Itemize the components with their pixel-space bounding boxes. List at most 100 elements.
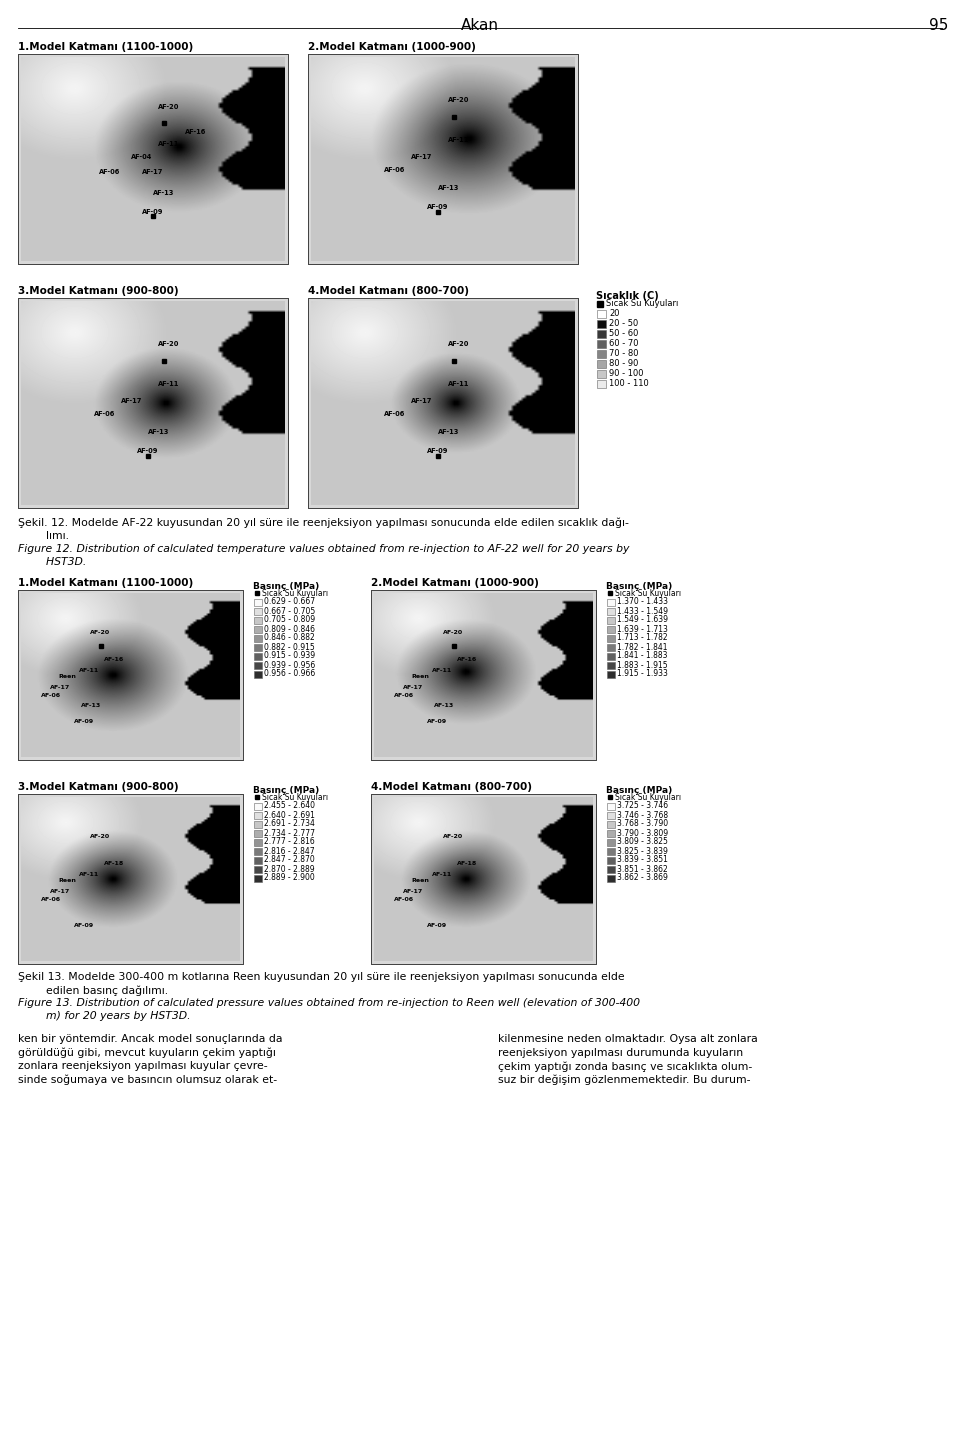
Text: AF-13: AF-13 (434, 704, 454, 708)
Text: 3.851 - 3.862: 3.851 - 3.862 (617, 864, 668, 873)
Text: AF-13: AF-13 (153, 190, 175, 195)
Text: AF-17: AF-17 (411, 398, 432, 404)
Text: 0.629 - 0.667: 0.629 - 0.667 (264, 597, 315, 606)
Text: m) for 20 years by HST3D.: m) for 20 years by HST3D. (18, 1011, 191, 1021)
Text: Basınç (MPa): Basınç (MPa) (606, 582, 672, 592)
Bar (607, 635, 615, 642)
Bar (607, 607, 615, 615)
Text: 20: 20 (609, 310, 619, 319)
Text: AF-17: AF-17 (402, 889, 422, 893)
Text: AF-11: AF-11 (158, 381, 180, 388)
Text: edilen basınç dağılımı.: edilen basınç dağılımı. (18, 985, 168, 995)
Bar (607, 662, 615, 669)
Text: 2.777 - 2.816: 2.777 - 2.816 (264, 837, 315, 846)
Bar (597, 320, 606, 327)
Text: 0.882 - 0.915: 0.882 - 0.915 (264, 642, 315, 652)
Bar (597, 340, 606, 348)
Text: AF-06: AF-06 (40, 898, 60, 902)
Text: 2.Model Katmanı (1000-900): 2.Model Katmanı (1000-900) (308, 42, 476, 52)
Text: 1.370 - 1.433: 1.370 - 1.433 (617, 597, 668, 606)
Text: 2.870 - 2.889: 2.870 - 2.889 (264, 864, 315, 873)
Text: Figure 13. Distribution of calculated pressure values obtained from re-injection: Figure 13. Distribution of calculated pr… (18, 998, 640, 1008)
Text: AF-17: AF-17 (50, 685, 70, 689)
Bar (371, 590, 596, 760)
Text: Sıcak Su Kuyuları: Sıcak Su Kuyuları (262, 793, 328, 801)
Text: 4.Model Katmanı (800-700): 4.Model Katmanı (800-700) (308, 286, 469, 296)
Text: AF-16: AF-16 (457, 658, 477, 662)
Bar (254, 811, 262, 819)
Bar (597, 360, 606, 368)
Text: 60 - 70: 60 - 70 (609, 339, 638, 349)
Text: 0.809 - 0.846: 0.809 - 0.846 (264, 625, 315, 633)
Bar (607, 626, 615, 632)
Text: 0.956 - 0.966: 0.956 - 0.966 (264, 669, 315, 678)
Text: 2.816 - 2.847: 2.816 - 2.847 (264, 846, 315, 856)
Text: AF-09: AF-09 (427, 922, 447, 928)
Bar (597, 330, 606, 337)
Bar (254, 671, 262, 678)
Bar (607, 671, 615, 678)
Bar (18, 299, 288, 508)
Bar (254, 616, 262, 623)
Text: AF-09: AF-09 (137, 448, 158, 454)
Text: 2.640 - 2.691: 2.640 - 2.691 (264, 810, 315, 820)
Text: 3.862 - 3.869: 3.862 - 3.869 (617, 873, 668, 883)
Text: 0.667 - 0.705: 0.667 - 0.705 (264, 606, 315, 616)
Bar (308, 55, 578, 264)
Bar (607, 820, 615, 827)
Text: 2.889 - 2.900: 2.889 - 2.900 (264, 873, 315, 883)
Text: AF-20: AF-20 (158, 342, 180, 348)
Bar (254, 607, 262, 615)
Text: AF-20: AF-20 (443, 630, 463, 635)
Text: AF-11: AF-11 (448, 381, 469, 388)
Bar (254, 866, 262, 873)
Bar (371, 590, 596, 760)
Text: Basınç (MPa): Basınç (MPa) (606, 785, 672, 796)
Text: HST3D.: HST3D. (18, 557, 86, 567)
Text: Figure 12. Distribution of calculated temperature values obtained from re-inject: Figure 12. Distribution of calculated te… (18, 544, 630, 554)
Text: AF-17: AF-17 (411, 154, 432, 159)
Text: AF-13: AF-13 (81, 704, 101, 708)
Bar (18, 794, 243, 964)
Text: 3.839 - 3.851: 3.839 - 3.851 (617, 856, 668, 864)
Bar (607, 839, 615, 846)
Text: Reen: Reen (412, 675, 429, 679)
Text: 1.713 - 1.782: 1.713 - 1.782 (617, 633, 667, 642)
Text: Sıcak Su Kuyuları: Sıcak Su Kuyuları (615, 589, 682, 597)
Bar (254, 652, 262, 659)
Text: 0.915 - 0.939: 0.915 - 0.939 (264, 652, 315, 661)
Text: 2.691 - 2.734: 2.691 - 2.734 (264, 820, 315, 829)
Text: 3.825 - 3.839: 3.825 - 3.839 (617, 846, 668, 856)
Bar (254, 635, 262, 642)
Text: 20 - 50: 20 - 50 (609, 319, 638, 329)
Bar (607, 866, 615, 873)
Text: 3.725 - 3.746: 3.725 - 3.746 (617, 801, 668, 810)
Text: Akan: Akan (461, 19, 499, 33)
Text: AF-11: AF-11 (432, 668, 452, 672)
Text: AF-20: AF-20 (448, 98, 469, 103)
Bar (18, 794, 243, 964)
Text: 1.782 - 1.841: 1.782 - 1.841 (617, 642, 667, 652)
Text: görüldüğü gibi, mevcut kuyuların çekim yaptığı: görüldüğü gibi, mevcut kuyuların çekim y… (18, 1047, 276, 1058)
Text: 95: 95 (928, 19, 948, 33)
Text: reenjeksiyon yapılması durumunda kuyuların: reenjeksiyon yapılması durumunda kuyular… (498, 1047, 743, 1057)
Bar (607, 616, 615, 623)
Text: 4.Model Katmanı (800-700): 4.Model Katmanı (800-700) (371, 783, 532, 793)
Text: 90 - 100: 90 - 100 (609, 369, 643, 379)
Text: Sıcaklık (C): Sıcaklık (C) (596, 292, 659, 302)
Bar (597, 350, 606, 358)
Bar (607, 811, 615, 819)
Text: Reen: Reen (412, 879, 429, 883)
Text: AF-20: AF-20 (90, 834, 110, 839)
Text: Sıcak Su Kuyuları: Sıcak Su Kuyuları (262, 589, 328, 597)
Bar (254, 599, 262, 606)
Text: Reen: Reen (59, 879, 77, 883)
Text: 1.883 - 1.915: 1.883 - 1.915 (617, 661, 667, 669)
Bar (254, 839, 262, 846)
Text: AF-04: AF-04 (132, 154, 153, 159)
Text: Sıcak Su Kuyuları: Sıcak Su Kuyuları (615, 793, 682, 801)
Text: sinde soğumaya ve basıncın olumsuz olarak et-: sinde soğumaya ve basıncın olumsuz olara… (18, 1074, 277, 1086)
Bar (254, 856, 262, 863)
Text: AF-09: AF-09 (427, 718, 447, 724)
Bar (254, 875, 262, 882)
